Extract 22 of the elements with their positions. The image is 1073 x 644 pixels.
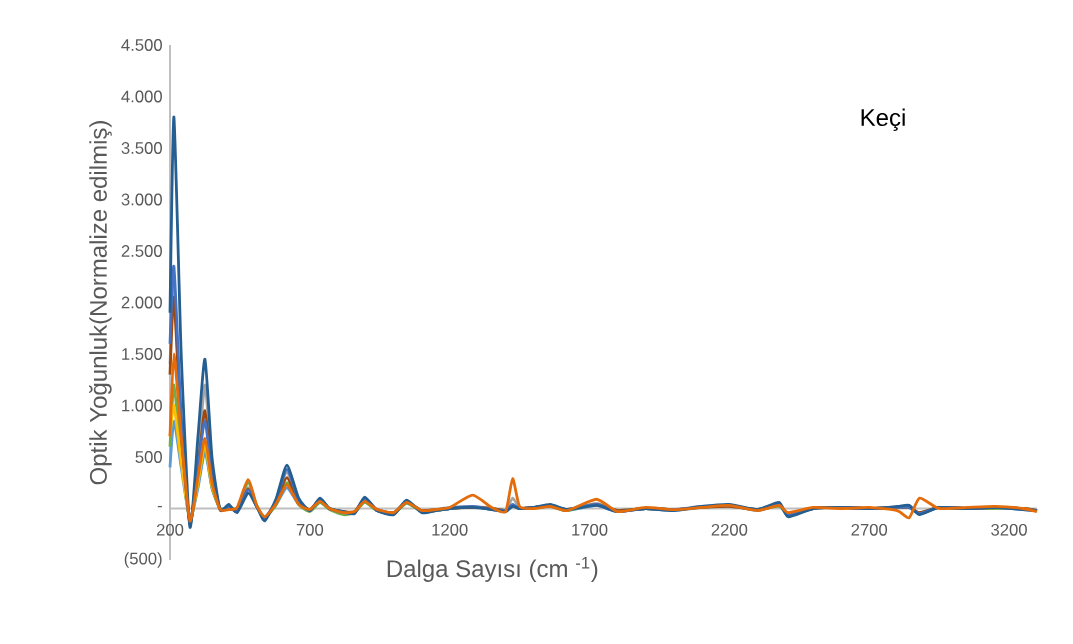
y-tick-label: - <box>157 505 162 508</box>
x-tick-label: 3200 <box>991 523 1027 536</box>
y-tick-label: 3.000 <box>121 193 162 206</box>
y-tick-label: 4.000 <box>121 90 162 103</box>
y-tick-label: 500 <box>135 451 162 463</box>
y-tick-label: 2.000 <box>121 296 162 309</box>
annotation: Keçi <box>861 108 905 131</box>
x-axis-title: Dalga Sayısı (cm $^{-1}$) <box>387 557 598 582</box>
y-tick-label: 1.000 <box>122 399 162 412</box>
x-tick-label: 1200 <box>432 523 468 536</box>
x-tick-label: 1700 <box>572 523 608 536</box>
x-tick-label: 2200 <box>711 523 748 536</box>
y-axis-title: Optik Yoğunluk(Normalize edilmiş) <box>88 121 112 485</box>
x-tick-label: 700 <box>296 523 324 536</box>
x-tick-label: 200 <box>156 523 184 536</box>
y-tick-label: 2.500 <box>121 245 162 257</box>
y-tick-label: 3.500 <box>121 142 162 154</box>
y-tick-label: 1.500 <box>122 348 162 360</box>
y-tick-label: (500) <box>124 552 162 568</box>
x-tick-label: 2700 <box>851 523 888 536</box>
y-tick-label: 4.500 <box>121 39 162 51</box>
line-series <box>168 352 1039 523</box>
